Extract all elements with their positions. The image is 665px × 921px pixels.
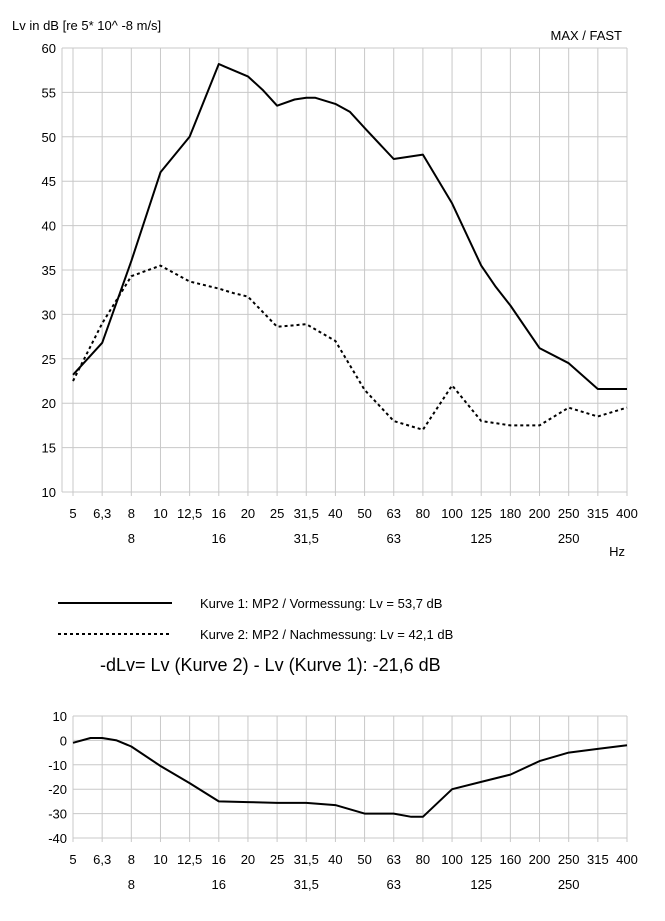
x-axis-unit: Hz: [609, 544, 625, 559]
top-chart-grid: [61, 47, 628, 496]
x-octave-label: 16: [212, 877, 226, 892]
y-tick-label: 40: [42, 219, 56, 234]
y-tick-label: 25: [42, 352, 56, 367]
y-tick-label: 50: [42, 130, 56, 145]
x-tick-label: 10: [153, 506, 167, 521]
x-octave-label: 125: [470, 531, 492, 546]
x-tick-label: 80: [416, 852, 430, 867]
x-tick-label: 100: [441, 506, 463, 521]
x-tick-label: 125: [470, 852, 492, 867]
x-tick-label: 180: [500, 506, 522, 521]
x-tick-label: 100: [441, 852, 463, 867]
y-tick-label: -40: [48, 831, 67, 846]
x-tick-label: 40: [328, 506, 342, 521]
difference-formula: -dLv= Lv (Kurve 2) - Lv (Kurve 1): -21,6…: [100, 655, 441, 675]
x-tick-label: 80: [416, 506, 430, 521]
x-tick-label: 12,5: [177, 506, 202, 521]
x-tick-label: 40: [328, 852, 342, 867]
legend-entry-1: Kurve 1: MP2 / Vormessung: Lv = 53,7 dB: [200, 596, 442, 611]
x-tick-label: 50: [357, 506, 371, 521]
x-tick-label: 400: [616, 506, 638, 521]
x-tick-label: 5: [69, 506, 76, 521]
x-tick-label: 6,3: [93, 506, 111, 521]
x-octave-label: 250: [558, 531, 580, 546]
x-tick-label: 50: [357, 852, 371, 867]
y-tick-label: 0: [60, 733, 67, 748]
y-tick-label: 10: [42, 485, 56, 500]
x-tick-label: 20: [241, 506, 255, 521]
x-octave-label: 16: [212, 531, 226, 546]
x-tick-label: 8: [128, 852, 135, 867]
x-tick-label: 12,5: [177, 852, 202, 867]
y-tick-label: 15: [42, 441, 56, 456]
y-tick-label: 55: [42, 85, 56, 100]
x-octave-label: 125: [470, 877, 492, 892]
x-tick-label: 31,5: [294, 506, 319, 521]
bottom-chart-ticks: -40 -30 -20 -10 0 10 5 6,3 8 10 12,5 16 20 25 31,5 40 50…: [48, 709, 638, 892]
x-tick-label: 10: [153, 852, 167, 867]
x-tick-label: 160: [500, 852, 522, 867]
y-tick-label: 20: [42, 396, 56, 411]
y-tick-label: 10: [53, 709, 67, 724]
x-tick-label: 5: [69, 852, 76, 867]
series-line-1: [72, 63, 627, 390]
x-tick-label: 16: [212, 852, 226, 867]
bottom-chart-series: [72, 737, 628, 818]
x-tick-label: 8: [128, 506, 135, 521]
x-octave-label: 31,5: [294, 531, 319, 546]
x-tick-label: 125: [470, 506, 492, 521]
x-tick-label: 16: [212, 506, 226, 521]
x-tick-label: 25: [270, 852, 284, 867]
mode-label: MAX / FAST: [550, 28, 622, 43]
x-tick-label: 200: [529, 506, 551, 521]
x-octave-label: 63: [387, 877, 401, 892]
x-tick-label: 250: [558, 506, 580, 521]
y-tick-label: -20: [48, 782, 67, 797]
x-tick-label: 200: [529, 852, 551, 867]
top-chart-series: [72, 63, 628, 431]
series-line-1: [72, 737, 628, 818]
x-tick-label: 31,5: [294, 852, 319, 867]
bottom-chart-grid: [72, 715, 628, 842]
y-tick-label: 30: [42, 307, 56, 322]
x-octave-label: 31,5: [294, 877, 319, 892]
x-octave-label: 8: [128, 531, 135, 546]
x-tick-label: 25: [270, 506, 284, 521]
y-axis-label: Lv in dB [re 5* 10^ -8 m/s]: [12, 18, 161, 33]
series-line-2: [72, 264, 628, 431]
y-tick-label: -30: [48, 807, 67, 822]
x-tick-label: 315: [587, 506, 609, 521]
y-tick-label: 60: [42, 41, 56, 56]
x-tick-label: 315: [587, 852, 609, 867]
x-tick-label: 63: [387, 852, 401, 867]
top-chart-ticks: 10 15 20 25 30 35 40 45 50 55 60 5 6,3 8 10 12,5 16 20 25 3…: [42, 41, 638, 546]
legend: Kurve 1: MP2 / Vormessung: Lv = 53,7 dB …: [58, 596, 453, 642]
x-tick-label: 20: [241, 852, 255, 867]
x-tick-label: 6,3: [93, 852, 111, 867]
legend-entry-2: Kurve 2: MP2 / Nachmessung: Lv = 42,1 dB: [200, 627, 453, 642]
y-tick-label: -10: [48, 758, 67, 773]
x-tick-label: 250: [558, 852, 580, 867]
y-tick-label: 35: [42, 263, 56, 278]
x-octave-label: 8: [128, 877, 135, 892]
x-octave-label: 250: [558, 877, 580, 892]
x-tick-label: 400: [616, 852, 638, 867]
x-octave-label: 63: [387, 531, 401, 546]
y-tick-label: 45: [42, 174, 56, 189]
x-tick-label: 63: [387, 506, 401, 521]
